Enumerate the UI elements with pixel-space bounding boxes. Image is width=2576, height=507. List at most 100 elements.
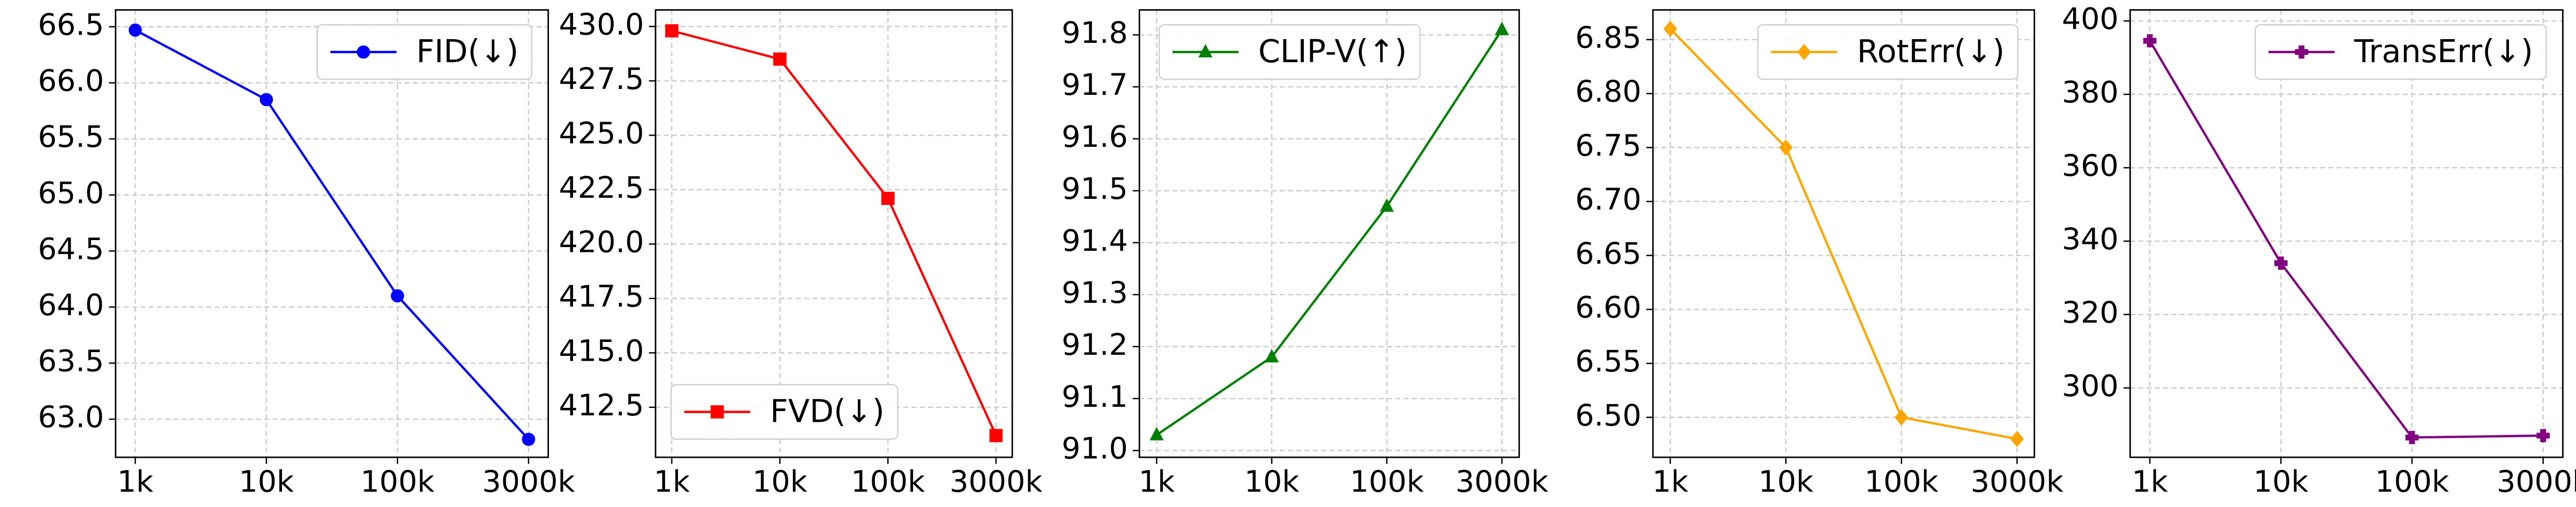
point	[989, 429, 1003, 442]
point	[2536, 429, 2550, 443]
y-tick-label: 91.5	[1061, 172, 1127, 206]
y-tick-label: 6.65	[1575, 237, 1641, 271]
legend-marker	[2295, 45, 2308, 59]
y-tick-label: 91.7	[1061, 68, 1127, 102]
plot-frame	[1652, 9, 2036, 458]
subplot: 63.0 63.5 64.0 64.5 65.0 65.5 66.0 66.5 1k 10k 100…	[38, 8, 575, 499]
point	[391, 289, 404, 303]
legend-box	[1757, 24, 2019, 80]
legend-label: TransErr(↓)	[2354, 33, 2533, 70]
y-tick-label: 417.5	[559, 280, 644, 314]
series-line	[1669, 28, 2017, 441]
y-tick-label: 430.0	[559, 8, 644, 42]
point	[2274, 256, 2288, 270]
y-tick-label: 427.5	[559, 62, 644, 96]
legend-label: FVD(↓)	[770, 393, 884, 430]
legend-box	[670, 384, 899, 440]
y-tick-label: 6.60	[1575, 290, 1641, 325]
y-tick-label: 425.0	[559, 117, 644, 151]
x-tick-label: 10k	[2253, 465, 2308, 499]
y-tick-label: 422.5	[559, 171, 644, 205]
point	[522, 433, 536, 446]
x-tick-label: 10k	[1244, 465, 1300, 499]
y-tick-label: 91.0	[1061, 432, 1127, 466]
legend: CLIP-V(↑)	[1159, 24, 1421, 80]
y-tick-label: 360	[2062, 149, 2119, 183]
x-tick-label: 1k	[1652, 465, 1688, 499]
y-tick-label: 91.3	[1061, 276, 1127, 310]
y-tick-label: 63.0	[38, 400, 104, 435]
x-tick-label: 3000k	[949, 465, 1042, 499]
x-tick-label: 100k	[2375, 465, 2449, 499]
point	[259, 93, 273, 107]
legend-marker	[710, 405, 724, 419]
legend-box	[1159, 24, 1421, 80]
point	[1379, 198, 1394, 212]
x-tick-label: 10k	[1758, 465, 1814, 499]
y-tick-label: 6.80	[1575, 75, 1641, 109]
x-tick-label: 10k	[752, 465, 807, 499]
point	[1495, 21, 1509, 35]
x-tick-label: 3000k	[1971, 465, 2063, 499]
legend: FVD(↓)	[670, 384, 899, 440]
legend-label: CLIP-V(↑)	[1258, 33, 1407, 70]
y-tick-label: 380	[2062, 76, 2119, 110]
x-tick-label: 100k	[851, 465, 925, 499]
y-tick-label: 6.70	[1575, 183, 1641, 217]
legend-marker	[357, 45, 370, 59]
y-tick-label: 6.55	[1575, 345, 1641, 379]
point	[2143, 34, 2157, 48]
x-tick-label: 10k	[239, 465, 294, 499]
y-tick-label: 64.0	[38, 288, 104, 323]
point	[2405, 430, 2419, 444]
legend-label: FID(↓)	[416, 33, 518, 70]
point	[1779, 139, 1793, 156]
legend-box	[2254, 24, 2547, 80]
legend-marker	[1198, 44, 1213, 58]
x-tick-label: 100k	[360, 465, 434, 499]
y-tick-label: 300	[2062, 369, 2119, 404]
legend-marker	[1797, 43, 1811, 61]
y-tick-label: 91.6	[1061, 120, 1127, 154]
legend-box	[316, 24, 533, 80]
point	[1149, 427, 1164, 441]
y-tick-label: 66.5	[38, 8, 104, 42]
y-tick-label: 415.0	[559, 334, 644, 368]
y-tick-label: 91.4	[1061, 224, 1127, 258]
y-tick-label: 91.2	[1061, 328, 1127, 362]
point	[1663, 20, 1677, 37]
plot-frame	[115, 9, 549, 458]
x-tick-label: 1k	[1139, 465, 1175, 499]
y-tick-label: 65.5	[38, 120, 104, 154]
legend: TransErr(↓)	[2254, 24, 2547, 80]
x-tick-label: 100k	[1865, 465, 1939, 499]
y-tick-label: 66.0	[38, 64, 104, 99]
y-tick-label: 340	[2062, 222, 2119, 257]
y-tick-label: 6.75	[1575, 129, 1641, 163]
plot-frame	[2129, 9, 2564, 458]
point	[2010, 430, 2024, 448]
y-tick-label: 412.5	[559, 389, 644, 423]
subplot: 412.5 415.0 417.5 420.0 422.5 425.0 427.5 430.0…	[559, 8, 1043, 499]
y-tick-label: 63.5	[38, 345, 104, 379]
subplot: 6.50 6.55 6.60 6.65 6.70 6.75 6.80 6.85 1k 10k 100…	[1575, 9, 2063, 499]
subplot: 300 320 340 360 380 400 1k 10k 100k 3000k TransErr…	[2062, 2, 2576, 499]
x-tick-label: 1k	[2132, 465, 2167, 499]
legend: FID(↓)	[316, 24, 533, 80]
point	[128, 23, 142, 37]
x-tick-label: 1k	[654, 465, 689, 499]
series-line	[671, 29, 997, 436]
y-tick-label: 6.85	[1575, 21, 1641, 55]
point	[665, 24, 679, 38]
series-line	[135, 29, 530, 441]
plot-frame	[1138, 9, 1520, 458]
point	[773, 52, 786, 66]
y-tick-label: 420.0	[559, 225, 644, 259]
y-tick-label: 6.50	[1575, 399, 1641, 433]
point	[1895, 409, 1909, 426]
point	[881, 191, 895, 205]
y-tick-label: 91.8	[1061, 16, 1127, 50]
x-tick-label: 3000k	[2497, 465, 2576, 499]
